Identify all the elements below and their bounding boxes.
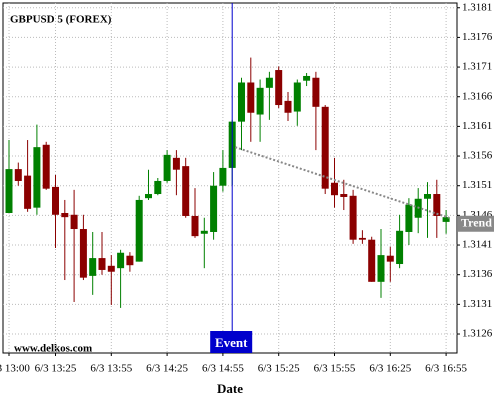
y-tick-label: 1.3161: [462, 120, 492, 132]
candle-body: [358, 237, 366, 240]
y-tick-label: 1.3136: [462, 268, 493, 280]
candle-body: [145, 194, 152, 199]
candle-body: [312, 77, 320, 107]
chart-title: GBPUSD 5 (FOREX): [10, 14, 112, 26]
candle-body: [340, 194, 348, 197]
x-tick-label: 6/3 15:25: [258, 363, 300, 375]
y-tick-label: 1.3141: [462, 239, 492, 251]
candle-body: [377, 255, 385, 282]
candle-body: [200, 230, 208, 234]
y-tick-label: 1.3181: [462, 1, 492, 13]
candle-body: [396, 230, 404, 265]
candle-body: [79, 229, 87, 278]
x-tick-label: 6/3 16:55: [425, 363, 467, 375]
candle-body: [117, 252, 125, 269]
x-tick-label: 6/3 13:55: [90, 363, 132, 375]
candle-body: [52, 186, 59, 215]
candle-body: [219, 167, 227, 186]
candle-body: [107, 265, 115, 272]
y-tick-label: 1.3166: [462, 90, 493, 102]
x-tick-label: 6/3 13:00: [0, 363, 30, 375]
x-axis-title: Date: [217, 381, 243, 396]
trend-label: Trend: [461, 215, 492, 229]
y-tick-label: 1.3171: [462, 61, 492, 73]
candle-body: [42, 144, 50, 189]
candle-body: [368, 239, 376, 282]
candle-body: [275, 70, 283, 106]
trend-box: [458, 215, 494, 232]
candle-body: [210, 185, 218, 232]
candle-body: [293, 82, 301, 112]
candle-body: [126, 255, 134, 266]
candle-body: [303, 75, 311, 81]
candle-body: [61, 213, 69, 218]
candle-body: [24, 175, 32, 209]
y-tick-label: 1.3176: [462, 31, 493, 43]
candle-body: [265, 77, 273, 88]
candle-body: [163, 154, 171, 181]
candle-body: [284, 100, 292, 113]
candle-body: [256, 87, 264, 115]
candle-body: [5, 169, 13, 213]
candle-body: [247, 82, 255, 113]
candle-body: [98, 258, 106, 270]
candle-body: [386, 255, 394, 262]
x-tick-label: 6/3 14:25: [146, 363, 188, 375]
candle-body: [70, 214, 78, 230]
trend-line: [234, 146, 450, 219]
x-tick-label: 6/3 15:55: [314, 363, 356, 375]
x-tick-label: 6/3 16:25: [369, 363, 411, 375]
x-tick-label: 6/3 13:25: [35, 363, 77, 375]
y-tick-label: 1.3131: [462, 298, 492, 310]
candle-body: [14, 169, 22, 181]
candle-body: [182, 166, 190, 216]
candle-body: [89, 258, 97, 276]
candle-body: [349, 195, 357, 240]
candle-body: [331, 182, 338, 196]
candle-body: [191, 215, 199, 237]
watermark: www.delkos.com: [14, 343, 92, 355]
plot-area: [2, 2, 458, 354]
y-tick-label: 1.3151: [462, 179, 492, 191]
candle-body: [33, 147, 41, 208]
candle-body: [321, 106, 329, 189]
candle-body: [442, 217, 450, 222]
candle-body: [424, 194, 431, 199]
candle-body: [405, 204, 413, 232]
candle-body: [154, 180, 162, 195]
event-label: Event: [215, 335, 248, 350]
candle-body: [238, 82, 245, 122]
y-tick-label: 1.3126: [462, 328, 493, 340]
y-tick-label: 1.3156: [462, 150, 493, 162]
candle-body: [135, 199, 143, 262]
candle-body: [172, 157, 180, 170]
x-tick-label: 6/3 14:55: [202, 363, 244, 375]
candle-body: [433, 194, 441, 216]
event-box: [210, 331, 253, 353]
